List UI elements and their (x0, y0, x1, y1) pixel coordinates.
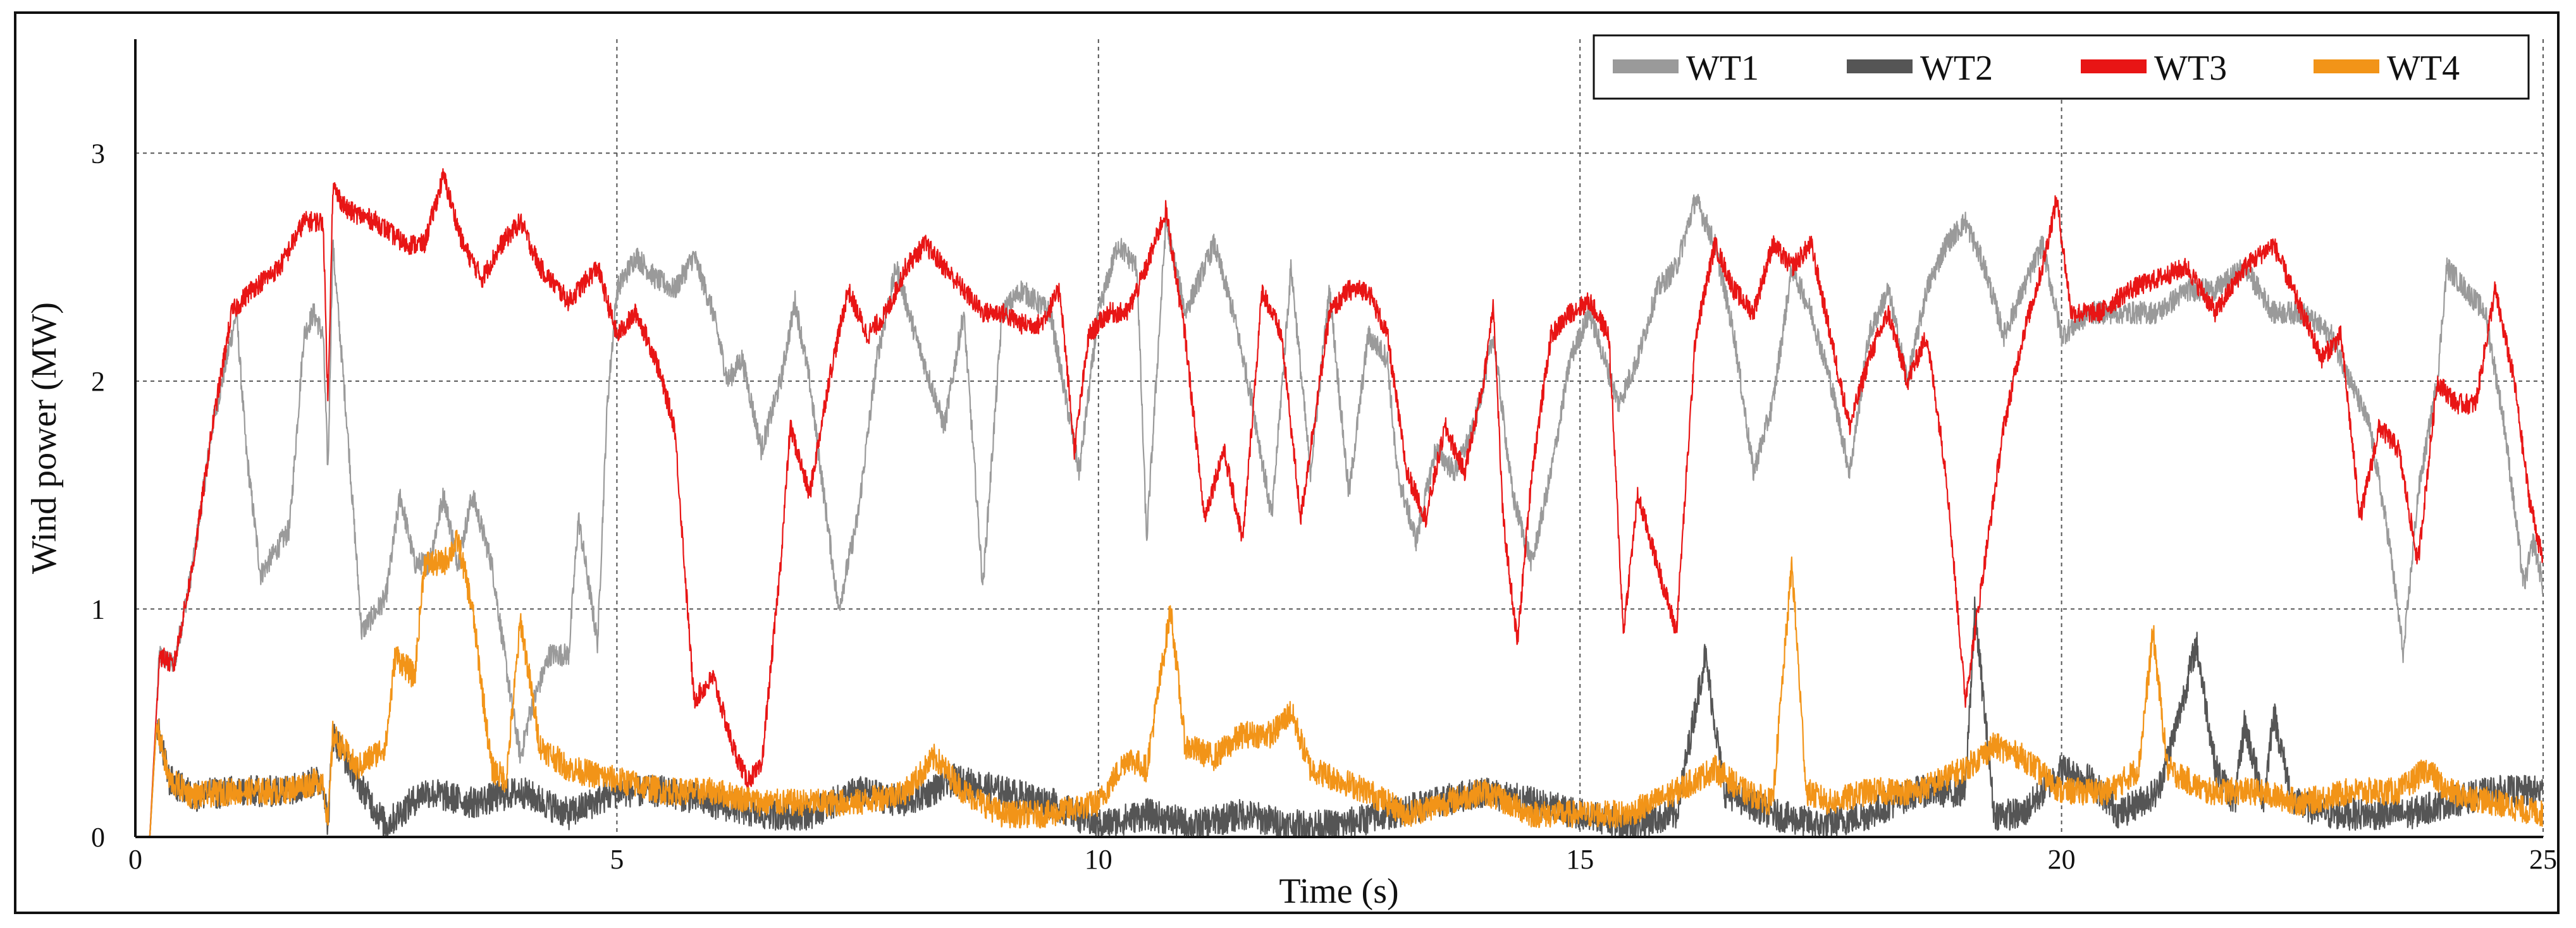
series-wt1-line (149, 193, 2543, 837)
y-tick-labels: 0 1 2 3 (91, 138, 105, 853)
legend-swatch-wt1 (1613, 59, 1679, 73)
series-wt4-line (149, 529, 2543, 837)
plot-area (135, 39, 2543, 837)
x-axis-label: Time (s) (1279, 872, 1398, 911)
legend-swatch-wt4 (2314, 59, 2379, 73)
y-tick-label: 0 (91, 822, 105, 853)
x-tick-label: 5 (610, 844, 624, 875)
series-wt3-line (149, 168, 2543, 837)
legend-label-wt3: WT3 (2154, 49, 2227, 88)
legend-swatch-wt3 (2081, 59, 2147, 73)
series-layer (149, 168, 2543, 837)
legend-label-wt4: WT4 (2387, 49, 2460, 88)
x-tick-label: 0 (128, 844, 142, 875)
y-axis-label: Wind power (MW) (25, 302, 64, 574)
series-wt2-line (149, 596, 2543, 837)
legend-label-wt2: WT2 (1920, 49, 1993, 88)
x-tick-labels: 0 5 10 15 20 25 (128, 844, 2557, 875)
y-tick-label: 1 (91, 594, 105, 625)
grid-lines (135, 39, 2544, 837)
chart: 0 5 10 15 20 25 0 1 2 3 Time (s) Wind power (MW)… (25, 34, 2557, 911)
legend: WT1 WT2 WT3 WT4 (1593, 34, 2530, 100)
legend-swatch-wt2 (1847, 59, 1913, 73)
x-tick-label: 10 (1085, 844, 1112, 875)
y-tick-label: 3 (91, 138, 105, 169)
x-tick-label: 25 (2529, 844, 2557, 875)
x-tick-label: 20 (2048, 844, 2076, 875)
y-tick-label: 2 (91, 366, 105, 397)
chart-frame: 0 5 10 15 20 25 0 1 2 3 Time (s) Wind power (MW)… (14, 11, 2560, 914)
x-tick-label: 15 (1566, 844, 1594, 875)
legend-label-wt1: WT1 (1686, 49, 1759, 88)
